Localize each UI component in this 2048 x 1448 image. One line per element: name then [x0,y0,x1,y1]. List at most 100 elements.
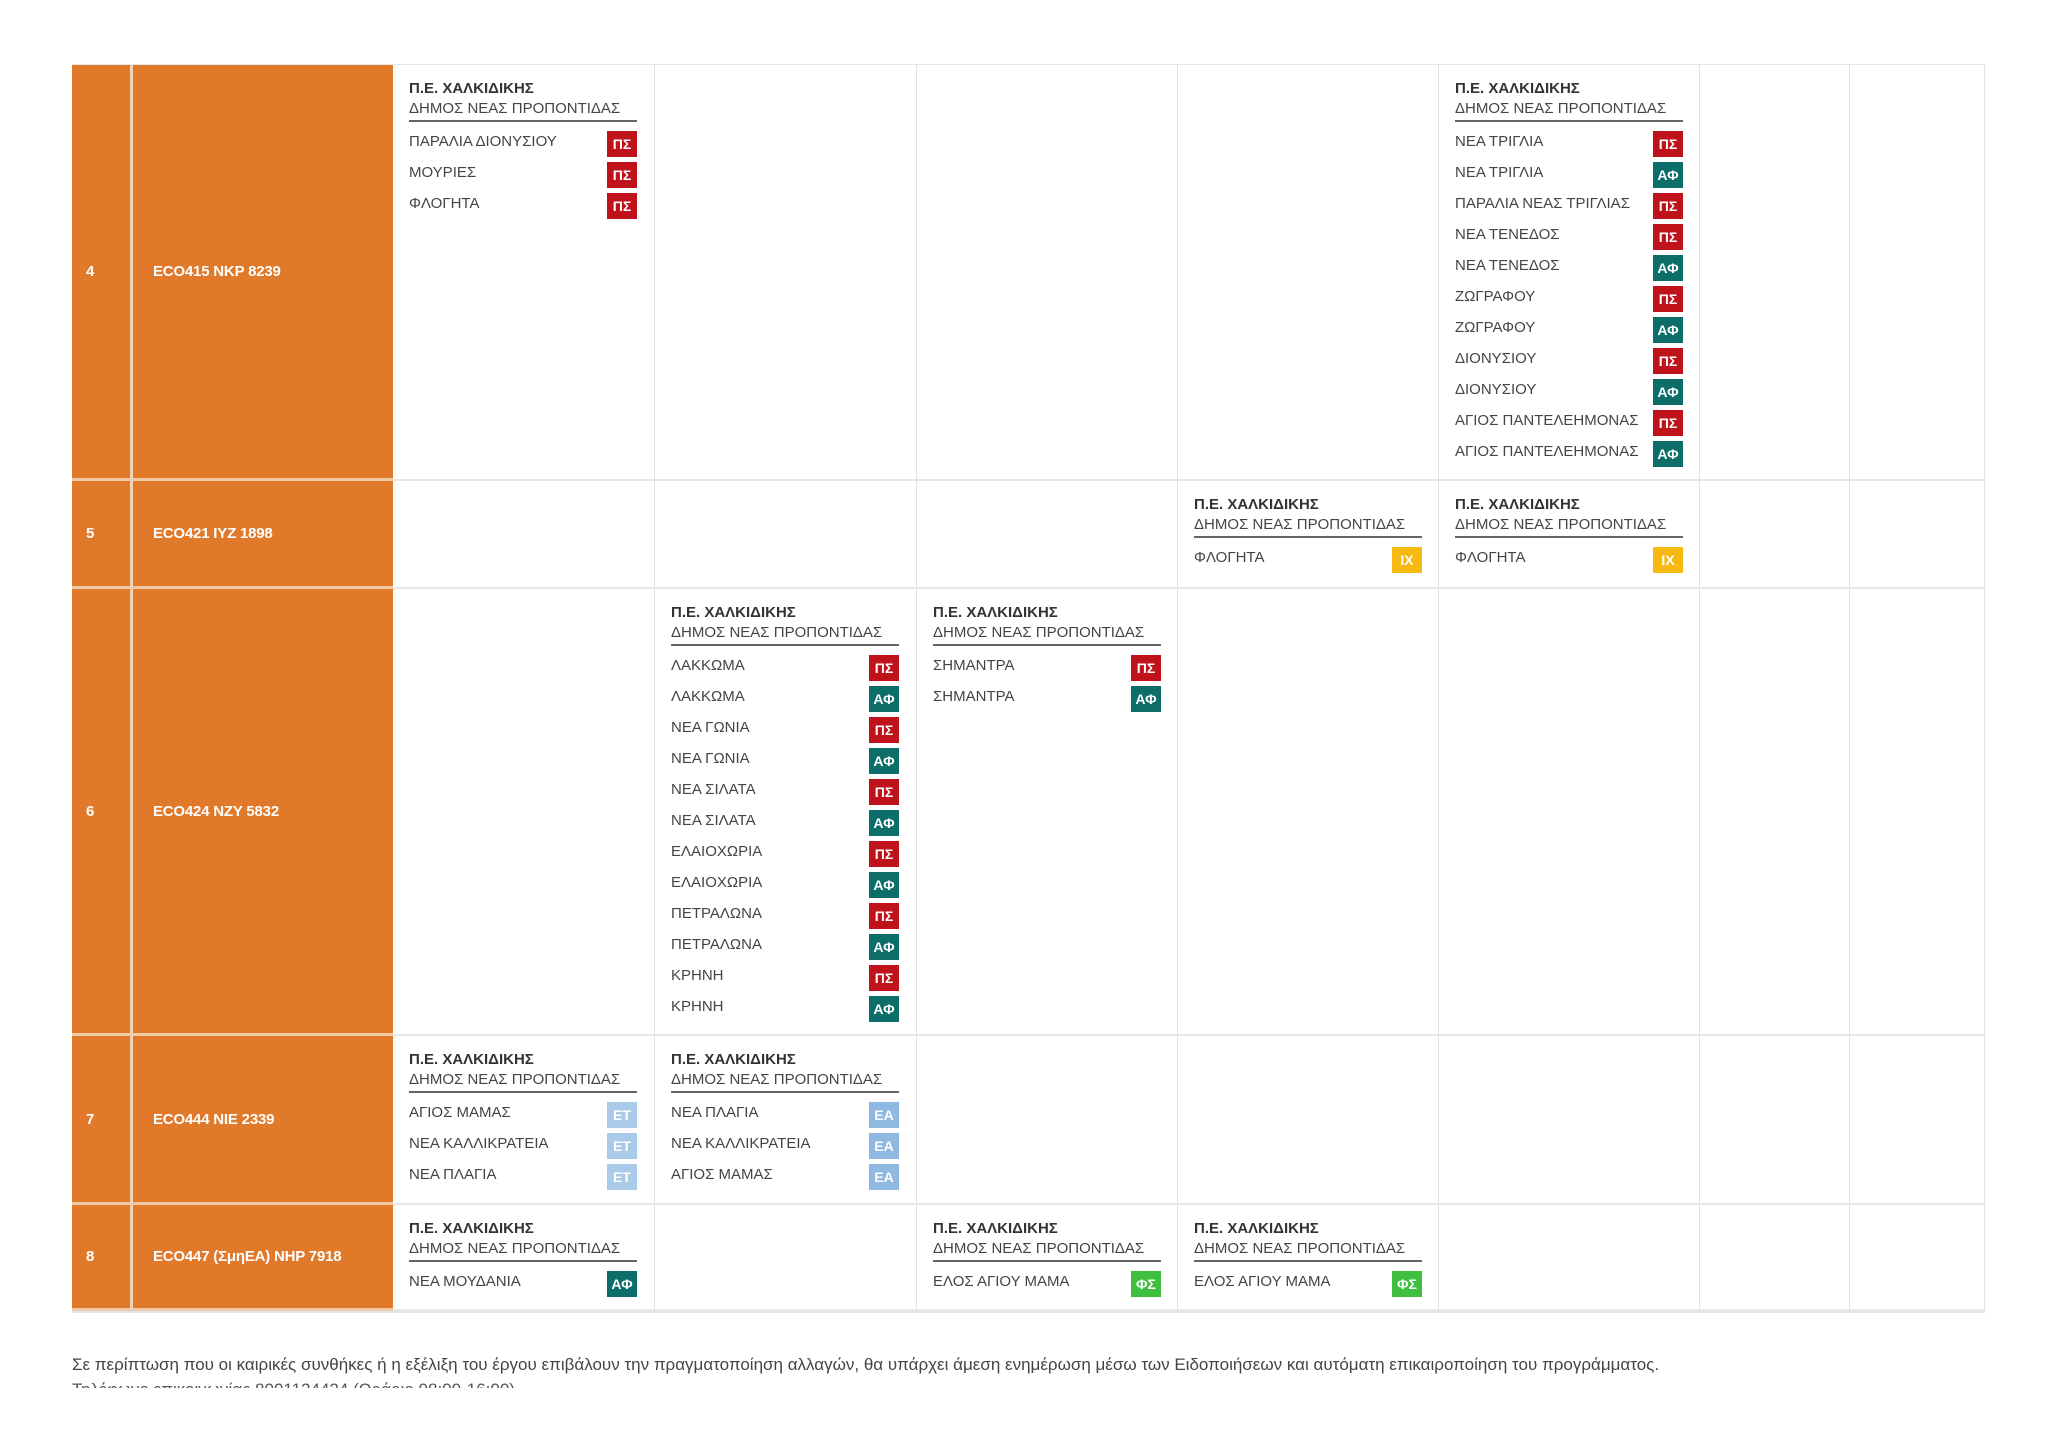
list-item: ΚΡΗΝΗ ΑΦ [671,991,899,1022]
region-title: Π.Ε. ΧΑΛΚΙΔΙΚΗΣ [1455,496,1580,513]
schedule-cell: Π.Ε. ΧΑΛΚΙΔΙΚΗΣ ΔΗΜΟΣ ΝΕΑΣ ΠΡΟΠΟΝΤΙΔΑΣ ΦΛΟ… [1178,481,1439,589]
type-badge: ΠΣ [869,654,899,681]
schedule-cell [917,481,1178,589]
list-item: ΝΕΑ ΓΩΝΙΑ ΑΦ [671,743,899,774]
location-name: ΕΛΑΙΟΧΩΡΙΑ [671,843,763,860]
location-name: ΝΕΑ ΣΙΛΑΤΑ [671,781,756,798]
municipality-title: ΔΗΜΟΣ ΝΕΑΣ ΠΡΟΠΟΝΤΙΔΑΣ [1194,515,1422,538]
list-item: ΑΓΙΟΣ ΠΑΝΤΕΛΕΗΜΟΝΑΣ ΠΣ [1455,405,1683,436]
list-item: ΝΕΑ ΤΕΝΕΔΟΣ ΠΣ [1455,219,1683,250]
type-badge: ΕΤ [607,1101,637,1128]
type-badge: ΠΣ [869,840,899,867]
type-badge: ΠΣ [869,964,899,991]
schedule-cell [655,65,917,481]
location-name: ΕΛΟΣ ΑΓΙΟΥ ΜΑΜΑ [933,1273,1070,1290]
vehicle-code: ECO424 NZY 5832 [133,589,393,1036]
type-badge: ΠΣ [607,192,637,219]
list-item: ΛΑΚΚΩΜΑ ΠΣ [671,650,899,681]
location-name: ΕΛΑΙΟΧΩΡΙΑ [671,874,763,891]
location-name: ΖΩΓΡΑΦΟΥ [1455,288,1536,305]
type-badge: ΙΧ [1653,546,1683,573]
location-name: ΝΕΑ ΤΡΙΓΛΙΑ [1455,133,1544,150]
schedule-cell [1700,481,1850,589]
list-item: ΕΛΑΙΟΧΩΡΙΑ ΑΦ [671,867,899,898]
list-item: ΝΕΑ ΜΟΥΔΑΝΙΑ ΑΦ [409,1266,637,1297]
schedule-cell [1700,1205,1850,1311]
location-name: ΚΡΗΝΗ [671,967,724,984]
schedule-cell: Π.Ε. ΧΑΛΚΙΔΙΚΗΣ ΔΗΜΟΣ ΝΕΑΣ ΠΡΟΠΟΝΤΙΔΑΣ ΑΓΙ… [393,1036,655,1205]
schedule-cell [1850,65,1985,481]
schedule-cell [1178,589,1439,1036]
list-item: ΑΓΙΟΣ ΠΑΝΤΕΛΕΗΜΟΝΑΣ ΑΦ [1455,436,1683,467]
schedule-cell: Π.Ε. ΧΑΛΚΙΔΙΚΗΣ ΔΗΜΟΣ ΝΕΑΣ ΠΡΟΠΟΝΤΙΔΑΣ ΦΛΟ… [1439,481,1700,589]
schedule-cell [1178,65,1439,481]
region-title: Π.Ε. ΧΑΛΚΙΔΙΚΗΣ [1194,496,1319,513]
type-badge: ΑΦ [869,933,899,960]
schedule-cell: Π.Ε. ΧΑΛΚΙΔΙΚΗΣ ΔΗΜΟΣ ΝΕΑΣ ΠΡΟΠΟΝΤΙΔΑΣ ΣΗΜ… [917,589,1178,1036]
municipality-title: ΔΗΜΟΣ ΝΕΑΣ ΠΡΟΠΟΝΤΙΔΑΣ [933,1239,1161,1262]
list-item: ΝΕΑ ΠΛΑΓΙΑ ΕΤ [409,1159,637,1190]
type-badge: ΕΑ [869,1101,899,1128]
type-badge: ΙΧ [1392,546,1422,573]
list-item: ΠΑΡΑΛΙΑ ΝΕΑΣ ΤΡΙΓΛΙΑΣ ΠΣ [1455,188,1683,219]
schedule-cell: Π.Ε. ΧΑΛΚΙΔΙΚΗΣ ΔΗΜΟΣ ΝΕΑΣ ΠΡΟΠΟΝΤΙΔΑΣ ΕΛΟ… [917,1205,1178,1311]
type-badge: ΕΑ [869,1163,899,1190]
municipality-title: ΔΗΜΟΣ ΝΕΑΣ ΠΡΟΠΟΝΤΙΔΑΣ [409,1239,637,1262]
type-badge: ΠΣ [1653,347,1683,374]
location-block: Π.Ε. ΧΑΛΚΙΔΙΚΗΣ ΔΗΜΟΣ ΝΕΑΣ ΠΡΟΠΟΝΤΙΔΑΣ ΝΕΑ… [1455,79,1683,467]
location-name: ΝΕΑ ΤΕΝΕΔΟΣ [1455,257,1560,274]
location-name: ΦΛΟΓΗΤΑ [1194,549,1265,566]
location-name: ΝΕΑ ΠΛΑΓΙΑ [409,1166,497,1183]
region-title: Π.Ε. ΧΑΛΚΙΔΙΚΗΣ [671,1051,796,1068]
type-badge: ΦΣ [1131,1270,1161,1297]
footer-note: Σε περίπτωση που οι καιρικές συνθήκες ή … [72,1355,1660,1374]
region-title: Π.Ε. ΧΑΛΚΙΔΙΚΗΣ [1194,1220,1319,1237]
list-item: ΠΕΤΡΑΛΩΝΑ ΑΦ [671,929,899,960]
location-name: ΣΗΜΑΝΤΡΑ [933,688,1015,705]
type-badge: ΠΣ [1653,130,1683,157]
schedule-cell: Π.Ε. ΧΑΛΚΙΔΙΚΗΣ ΔΗΜΟΣ ΝΕΑΣ ΠΡΟΠΟΝΤΙΔΑΣ ΕΛΟ… [1178,1205,1439,1311]
list-item: ΣΗΜΑΝΤΡΑ ΑΦ [933,681,1161,712]
row-number: 4 [72,65,133,481]
schedule-cell [1178,1036,1439,1205]
schedule-cell: Π.Ε. ΧΑΛΚΙΔΙΚΗΣ ΔΗΜΟΣ ΝΕΑΣ ΠΡΟΠΟΝΤΙΔΑΣ ΝΕΑ… [393,1205,655,1311]
list-item: ΠΑΡΑΛΙΑ ΔΙΟΝΥΣΙΟΥ ΠΣ [409,126,637,157]
location-name: ΣΗΜΑΝΤΡΑ [933,657,1015,674]
schedule-cell [393,481,655,589]
type-badge: ΦΣ [1392,1270,1422,1297]
region-title: Π.Ε. ΧΑΛΚΙΔΙΚΗΣ [409,1051,534,1068]
list-item: ΝΕΑ ΣΙΛΑΤΑ ΑΦ [671,805,899,836]
location-name: ΝΕΑ ΓΩΝΙΑ [671,719,750,736]
location-block: Π.Ε. ΧΑΛΚΙΔΙΚΗΣ ΔΗΜΟΣ ΝΕΑΣ ΠΡΟΠΟΝΤΙΔΑΣ ΕΛΟ… [933,1219,1161,1297]
schedule-cell [1850,481,1985,589]
location-name: ΝΕΑ ΣΙΛΑΤΑ [671,812,756,829]
location-block: Π.Ε. ΧΑΛΚΙΔΙΚΗΣ ΔΗΜΟΣ ΝΕΑΣ ΠΡΟΠΟΝΤΙΔΑΣ ΕΛΟ… [1194,1219,1422,1297]
location-name: ΠΕΤΡΑΛΩΝΑ [671,905,762,922]
location-name: ΝΕΑ ΤΕΝΕΔΟΣ [1455,226,1560,243]
location-name: ΕΛΟΣ ΑΓΙΟΥ ΜΑΜΑ [1194,1273,1331,1290]
row-number: 8 [72,1205,133,1311]
schedule-cell: Π.Ε. ΧΑΛΚΙΔΙΚΗΣ ΔΗΜΟΣ ΝΕΑΣ ΠΡΟΠΟΝΤΙΔΑΣ ΛΑΚ… [655,589,917,1036]
vehicle-code: ECO415 NKP 8239 [133,65,393,481]
schedule-cell [655,481,917,589]
municipality-title: ΔΗΜΟΣ ΝΕΑΣ ΠΡΟΠΟΝΤΙΔΑΣ [1455,99,1683,122]
list-item: ΜΟΥΡΙΕΣ ΠΣ [409,157,637,188]
municipality-title: ΔΗΜΟΣ ΝΕΑΣ ΠΡΟΠΟΝΤΙΔΑΣ [933,623,1161,646]
type-badge: ΠΣ [869,902,899,929]
location-name: ΑΓΙΟΣ ΠΑΝΤΕΛΕΗΜΟΝΑΣ [1455,443,1639,460]
type-badge: ΑΦ [1653,440,1683,467]
type-badge: ΕΤ [607,1163,637,1190]
type-badge: ΠΣ [1653,223,1683,250]
row-number: 6 [72,589,133,1036]
list-item: ΝΕΑ ΤΡΙΓΛΙΑ ΠΣ [1455,126,1683,157]
municipality-title: ΔΗΜΟΣ ΝΕΑΣ ΠΡΟΠΟΝΤΙΔΑΣ [671,1070,899,1093]
schedule-cell [393,589,655,1036]
municipality-title: ΔΗΜΟΣ ΝΕΑΣ ΠΡΟΠΟΝΤΙΔΑΣ [409,1070,637,1093]
list-item: ΖΩΓΡΑΦΟΥ ΑΦ [1455,312,1683,343]
location-block: Π.Ε. ΧΑΛΚΙΔΙΚΗΣ ΔΗΜΟΣ ΝΕΑΣ ΠΡΟΠΟΝΤΙΔΑΣ ΠΑΡ… [409,79,637,219]
list-item: ΕΛΟΣ ΑΓΙΟΥ ΜΑΜΑ ΦΣ [1194,1266,1422,1297]
schedule-cell: Π.Ε. ΧΑΛΚΙΔΙΚΗΣ ΔΗΜΟΣ ΝΕΑΣ ΠΡΟΠΟΝΤΙΔΑΣ ΝΕΑ… [1439,65,1700,481]
location-block: Π.Ε. ΧΑΛΚΙΔΙΚΗΣ ΔΗΜΟΣ ΝΕΑΣ ΠΡΟΠΟΝΤΙΔΑΣ ΝΕΑ… [409,1219,637,1297]
location-block: Π.Ε. ΧΑΛΚΙΔΙΚΗΣ ΔΗΜΟΣ ΝΕΑΣ ΠΡΟΠΟΝΤΙΔΑΣ ΑΓΙ… [409,1050,637,1190]
vehicle-code: ECO444 NIE 2339 [133,1036,393,1205]
